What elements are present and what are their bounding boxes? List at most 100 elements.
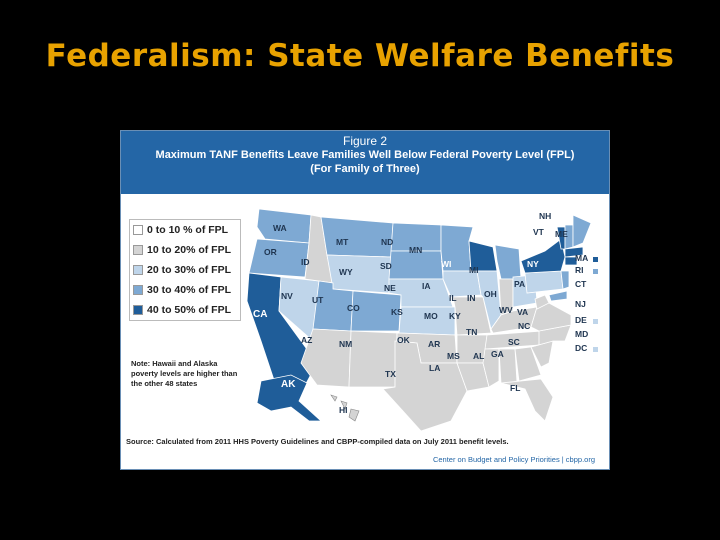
state-fl — [500, 378, 554, 422]
label-nv: NV — [281, 291, 293, 301]
legend-label: 20 to 30% of FPL — [147, 264, 232, 276]
label-nd: ND — [381, 237, 394, 247]
state-ga — [514, 346, 542, 382]
legend-swatch — [133, 225, 143, 235]
swatch-dc — [593, 347, 598, 352]
label-ms: MS — [447, 351, 460, 361]
state-hi — [330, 394, 360, 422]
label-sc: SC — [508, 337, 520, 347]
state-nj — [560, 270, 570, 290]
legend-swatch — [133, 305, 143, 315]
label-ut: UT — [312, 295, 324, 305]
label-ak: AK — [281, 379, 296, 390]
label-ky: KY — [449, 311, 461, 321]
legend-item: 0 to 10 % of FPL — [130, 220, 240, 240]
label-nc: NC — [518, 321, 531, 331]
map-legend: 0 to 10 % of FPL 10 to 20% of FPL 20 to … — [129, 219, 241, 321]
label-ma: MA — [575, 253, 589, 263]
state-sd — [388, 250, 444, 280]
figure-number: Figure 2 — [342, 134, 388, 148]
label-mi: MI — [469, 265, 479, 275]
label-va: VA — [517, 307, 529, 317]
figure-title: Maximum TANF Benefits Leave Families Wel… — [155, 149, 575, 161]
legend-swatch — [133, 265, 143, 275]
state-ct — [564, 256, 578, 266]
label-wy: WY — [339, 267, 353, 277]
label-la: LA — [429, 363, 441, 373]
figure-subtitle: (For Family of Three) — [310, 163, 420, 175]
label-mo: MO — [424, 311, 438, 321]
label-nh: NH — [539, 211, 552, 221]
label-tn: TN — [466, 327, 478, 337]
label-az: AZ — [301, 335, 313, 345]
legend-item: 40 to 50% of FPL — [130, 300, 240, 320]
swatch-ma — [593, 257, 598, 262]
label-vt: VT — [533, 227, 544, 237]
label-wv: WV — [499, 305, 513, 315]
legend-item: 20 to 30% of FPL — [130, 260, 240, 280]
label-ks: KS — [391, 307, 403, 317]
state-me — [572, 214, 592, 248]
slide-title: Federalism: State Welfare Benefits — [45, 38, 675, 74]
label-nj: NJ — [575, 299, 586, 309]
label-ct: CT — [575, 279, 587, 289]
label-sd: SD — [380, 261, 392, 271]
state-pa — [524, 270, 564, 294]
label-tx: TX — [385, 369, 396, 379]
legend-swatch — [133, 245, 143, 255]
label-wa: WA — [273, 223, 287, 233]
label-wi: WI — [441, 259, 452, 269]
label-ok: OK — [397, 335, 410, 345]
label-ia: IA — [422, 281, 431, 291]
state-ms — [482, 348, 500, 388]
label-ar: AR — [428, 339, 441, 349]
label-id: ID — [301, 257, 310, 267]
label-ca: CA — [253, 309, 268, 320]
label-nm: NM — [339, 339, 353, 349]
label-or: OR — [264, 247, 277, 257]
label-ga: GA — [491, 349, 504, 359]
state-ma — [564, 246, 584, 258]
label-ne: NE — [384, 283, 396, 293]
label-ny: NY — [527, 259, 539, 269]
label-mt: MT — [336, 237, 349, 247]
label-in: IN — [467, 293, 476, 303]
label-pa: PA — [514, 279, 526, 289]
label-mn: MN — [409, 245, 423, 255]
slide-title-bar: Federalism: State Welfare Benefits — [0, 0, 720, 112]
legend-swatch — [133, 285, 143, 295]
source-line: Source: Calculated from 2011 HHS Poverty… — [126, 437, 509, 446]
state-tx — [382, 340, 468, 432]
state-az — [300, 328, 352, 388]
map-note: Note: Hawaii and Alaska poverty levels a… — [131, 359, 238, 388]
label-oh: OH — [484, 289, 497, 299]
label-al: AL — [473, 351, 485, 361]
legend-label: 0 to 10 % of FPL — [147, 224, 229, 236]
legend-label: 10 to 20% of FPL — [147, 244, 232, 256]
label-de: DE — [575, 315, 587, 325]
state-mo — [452, 296, 492, 336]
state-wv — [534, 294, 550, 310]
legend-item: 30 to 40% of FPL — [130, 280, 240, 300]
label-fl: FL — [510, 383, 521, 393]
state-md — [548, 290, 568, 302]
state-or — [248, 238, 310, 278]
label-co: CO — [347, 303, 360, 313]
legend-item: 10 to 20% of FPL — [130, 240, 240, 260]
state-ak — [256, 374, 323, 422]
label-hi: HI — [339, 405, 348, 415]
label-me: ME — [555, 229, 568, 239]
figure-header: Figure 2 Maximum TANF Benefits Leave Fam… — [121, 131, 609, 194]
legend-label: 40 to 50% of FPL — [147, 304, 232, 316]
swatch-ri — [593, 269, 598, 274]
label-dc: DC — [575, 343, 588, 353]
figure-panel: Figure 2 Maximum TANF Benefits Leave Fam… — [120, 130, 610, 470]
label-ri: RI — [575, 265, 584, 275]
us-map — [246, 208, 592, 432]
state-mi — [494, 244, 522, 280]
label-il: IL — [449, 293, 457, 303]
credit-line: Center on Budget and Policy Priorities |… — [432, 455, 595, 464]
legend-label: 30 to 40% of FPL — [147, 284, 232, 296]
swatch-de — [593, 319, 598, 324]
label-md: MD — [575, 329, 589, 339]
